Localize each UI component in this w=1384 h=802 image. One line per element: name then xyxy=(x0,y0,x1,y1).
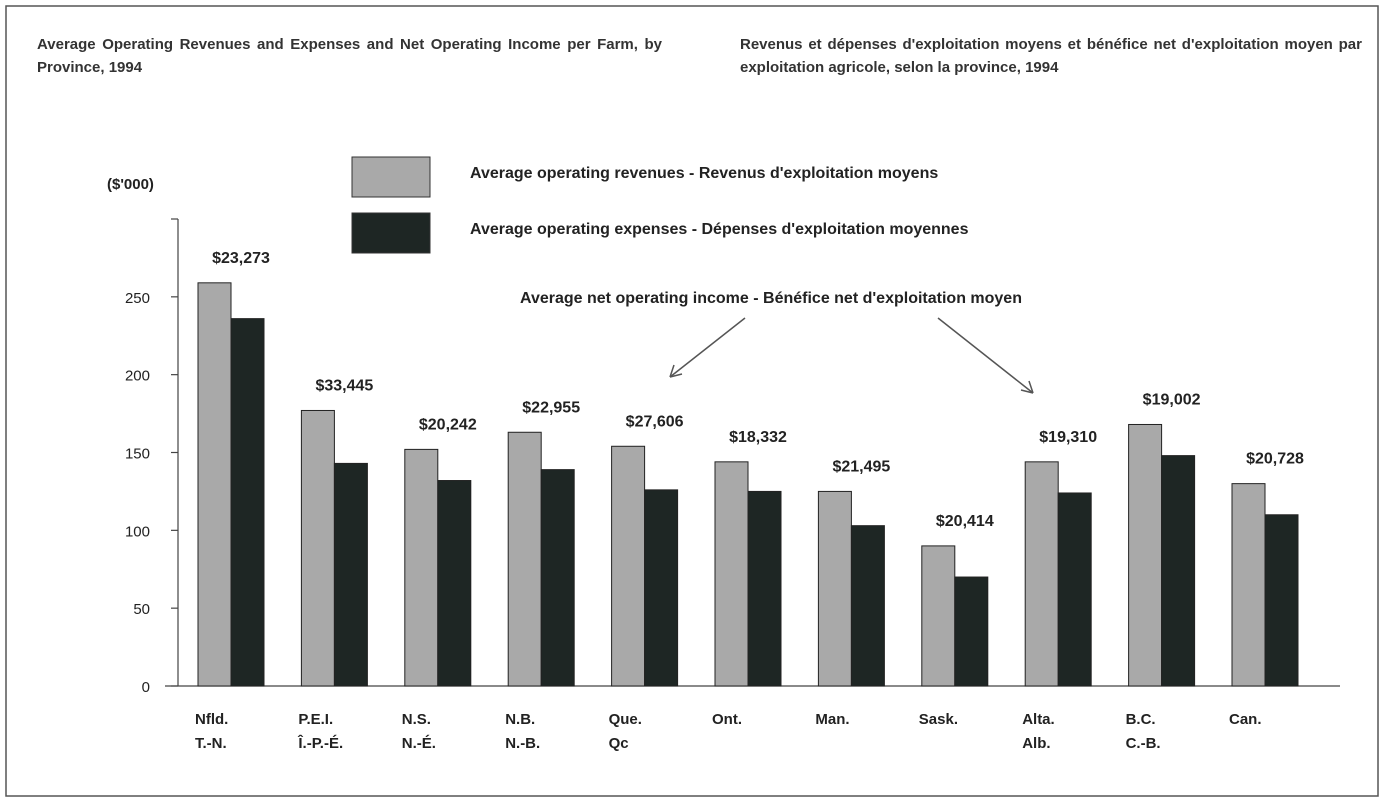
net-income-label: $23,273 xyxy=(212,250,270,267)
chart-title-fr: Revenus et dépenses d'exploitation moyen… xyxy=(740,36,1362,76)
arrow-head xyxy=(669,364,683,378)
bar xyxy=(1161,455,1196,687)
x-tick-label: B.C. xyxy=(1126,711,1156,728)
x-tick-label: T.-N. xyxy=(195,735,227,752)
y-tick-label: 250 xyxy=(125,290,150,307)
bar xyxy=(714,461,749,687)
bar xyxy=(954,576,989,687)
net-income-label: $22,955 xyxy=(522,399,580,416)
x-tick-label: Î.-P.-É. xyxy=(297,734,343,752)
chart-title: Average Operating Revenues and Expenses … xyxy=(37,36,662,76)
x-tick-label: Ont. xyxy=(712,711,742,728)
x-tick-label: N.B. xyxy=(505,711,535,728)
bar xyxy=(1231,483,1266,687)
y-tick-label: 50 xyxy=(133,601,150,618)
bar xyxy=(850,525,885,687)
legend-swatch xyxy=(351,156,431,198)
bar xyxy=(817,490,852,687)
arrow xyxy=(937,317,1034,394)
net-income-label: $19,310 xyxy=(1039,429,1097,446)
bar xyxy=(507,431,542,687)
net-income-label: $20,728 xyxy=(1246,451,1304,468)
x-tick-label: N.S. xyxy=(402,711,431,728)
legend-swatch xyxy=(351,212,431,254)
y-tick-label: 200 xyxy=(125,368,150,385)
net-income-label: $19,002 xyxy=(1143,391,1201,408)
frame xyxy=(5,5,1379,797)
x-tick-label: N.-B. xyxy=(505,735,540,752)
x-tick-label: N.-É. xyxy=(402,735,436,752)
bar xyxy=(1128,423,1163,687)
bar xyxy=(921,545,956,687)
bar xyxy=(300,409,335,687)
legend-label: Average operating expenses - Dépenses d'… xyxy=(470,221,969,238)
bar xyxy=(540,469,575,687)
x-tick-label: Que. xyxy=(609,711,642,728)
net-income-label: $33,445 xyxy=(315,377,373,394)
net-income-label: $18,332 xyxy=(729,429,787,446)
bar xyxy=(230,318,265,687)
bar xyxy=(1264,514,1299,687)
x-tick-label: Alta. xyxy=(1022,711,1055,728)
net-income-label: $20,242 xyxy=(419,416,477,433)
bar xyxy=(1057,492,1092,687)
y-tick-label: 150 xyxy=(125,446,150,463)
bar xyxy=(404,448,439,687)
bar xyxy=(747,490,782,687)
bar xyxy=(1024,461,1059,687)
x-tick-label: Nfld. xyxy=(195,711,228,728)
bar xyxy=(644,489,679,687)
x-tick-label: C.-B. xyxy=(1126,735,1161,752)
net-income-label: $21,495 xyxy=(832,458,890,475)
x-tick-label: P.E.I. xyxy=(298,711,333,728)
y-axis-label: ($'000) xyxy=(107,176,154,193)
legend-label: Average operating revenues - Revenus d'e… xyxy=(470,165,938,182)
x-tick-label: Qc xyxy=(609,735,629,752)
bar xyxy=(611,445,646,687)
arrow-head xyxy=(1020,380,1034,394)
bar xyxy=(197,282,232,687)
y-tick-label: 100 xyxy=(125,523,150,540)
x-tick-label: Man. xyxy=(815,711,849,728)
arrow xyxy=(669,317,746,378)
net-income-label: $20,414 xyxy=(936,513,994,530)
x-tick-label: Can. xyxy=(1229,711,1262,728)
bar xyxy=(437,480,472,687)
y-tick-label: 0 xyxy=(142,679,150,696)
annotation: Average net operating income - Bénéfice … xyxy=(520,290,1022,307)
x-tick-label: Alb. xyxy=(1022,735,1050,752)
x-tick-label: Sask. xyxy=(919,711,958,728)
bar xyxy=(333,462,368,687)
net-income-label: $27,606 xyxy=(626,413,684,430)
